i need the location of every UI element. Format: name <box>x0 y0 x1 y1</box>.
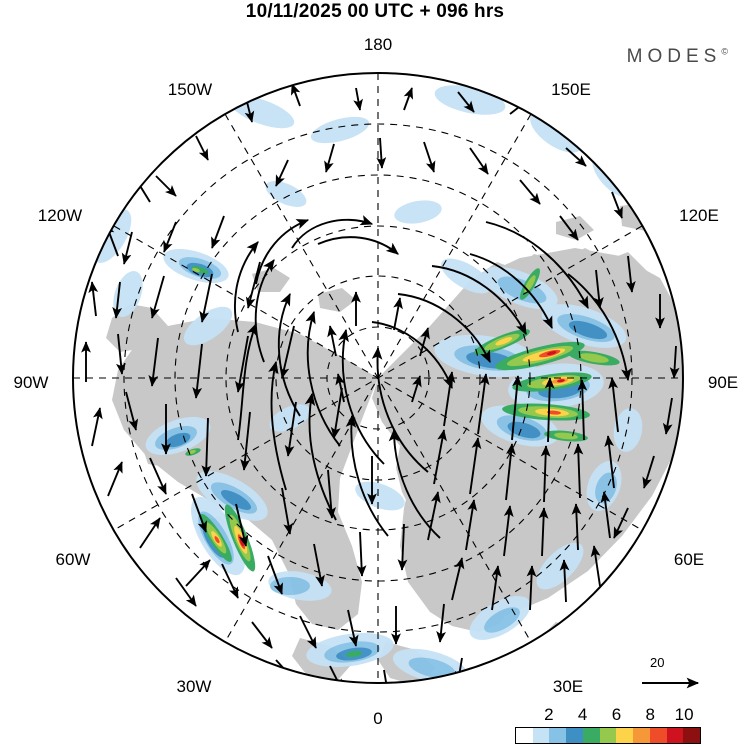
lon-label-0: 0 <box>373 709 383 728</box>
colorbar-band-1 <box>532 728 550 743</box>
lon-label-60w: 60W <box>55 550 91 569</box>
map-content <box>73 73 683 683</box>
colorbar-tick-6: 6 <box>611 705 622 724</box>
lon-label-60e: 60E <box>673 550 705 569</box>
polar-map <box>0 26 750 706</box>
lon-label-180: 180 <box>363 35 393 54</box>
wind-scale-legend: 20 <box>640 655 730 699</box>
colorbar-band-3 <box>566 728 583 743</box>
copyright-icon: © <box>721 46 728 57</box>
colorbar-band-0 <box>516 728 533 743</box>
lon-label-90e: 90E <box>707 373 739 392</box>
colorbar-band-8 <box>649 728 667 743</box>
colorbar-tick-4: 4 <box>577 705 588 724</box>
lon-label-30e: 30E <box>552 677 584 696</box>
colorbar-band-2 <box>549 728 567 743</box>
colorbar-band-6 <box>616 728 634 743</box>
colorbar-tick-8: 8 <box>645 705 655 724</box>
lon-label-30w: 30W <box>176 677 212 696</box>
lon-label-150e: 150E <box>551 80 591 99</box>
wind-vectors <box>81 83 680 683</box>
arrow-right-icon <box>642 677 700 689</box>
colorbar-band-4 <box>582 728 600 743</box>
map-outer-boundary <box>72 72 684 684</box>
colorbar-band-7 <box>633 728 650 743</box>
page-title: 10/11/2025 00 UTC + 096 hrs <box>245 1 505 22</box>
lon-label-90w: 90W <box>13 373 49 392</box>
colorbar-ticklabels: 2 4 6 8 10 <box>515 705 701 727</box>
wind-scale-value: 20 <box>650 655 665 670</box>
colorbar <box>515 727 701 744</box>
colorbar-tick-2: 2 <box>544 705 554 724</box>
lon-label-120e: 120E <box>679 206 719 225</box>
colorbar-band-10 <box>683 728 701 743</box>
modes-logo: MODES© <box>627 46 728 68</box>
colorbar-tick-10: 10 <box>674 705 694 724</box>
brand-name: MODES <box>626 46 722 67</box>
colorbar-band-5 <box>599 728 617 743</box>
lon-label-150w: 150W <box>167 80 213 99</box>
colorbar-band-9 <box>666 728 684 743</box>
lon-label-120w: 120W <box>37 206 83 225</box>
map-canvas <box>72 72 684 684</box>
